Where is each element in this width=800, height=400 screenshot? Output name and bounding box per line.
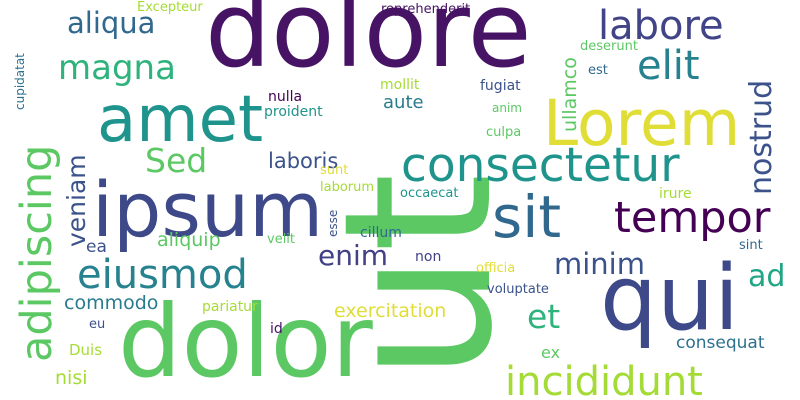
word-veniam: veniam [62, 154, 91, 247]
word-eiusmod: eiusmod [77, 252, 248, 298]
word-ad: ad [748, 259, 786, 294]
word-ex: ex [541, 343, 561, 362]
word-irure: irure [659, 186, 692, 202]
word-culpa: culpa [486, 125, 522, 140]
word-consequat: consequat [676, 333, 765, 353]
word-commodo: commodo [64, 292, 159, 314]
word-proident: proident [264, 104, 323, 120]
word-sit: sit [492, 183, 562, 251]
word-non: non [415, 249, 442, 265]
word-minim: minim [554, 247, 645, 281]
word-qui: qui [600, 246, 740, 351]
word-lorem: Lorem [543, 87, 741, 160]
word-adipiscing: adipiscing [12, 144, 62, 362]
word-pariatur: pariatur [202, 299, 258, 315]
word-sunt: sunt [320, 163, 349, 178]
word-sed: Sed [145, 141, 208, 180]
word-dolore: dolore [205, 0, 532, 91]
word-elit: elit [637, 43, 700, 89]
word-esse: esse [326, 209, 340, 237]
word-ea: ea [86, 237, 107, 257]
word-incididunt: incididunt [505, 359, 703, 400]
word-amet: amet [97, 83, 264, 157]
word-magna: magna [58, 48, 176, 88]
word-ullamco: ullamco [559, 57, 581, 132]
word-tempor: tempor [614, 193, 771, 243]
word-eu: eu [89, 317, 106, 332]
word-sint: sint [739, 238, 763, 253]
word-velit: velit [267, 232, 296, 247]
word-labore: labore [598, 3, 724, 49]
word-duis: Duis [69, 341, 103, 359]
word-voluptate: voluptate [487, 282, 549, 297]
word-excepteur: Excepteur [137, 0, 203, 15]
word-est: est [588, 63, 608, 78]
word-dolor: dolor [118, 283, 373, 400]
word-deserunt: deserunt [580, 39, 638, 54]
word-laborum: laborum [320, 180, 375, 195]
word-aute: aute [383, 92, 424, 113]
word-nulla: nulla [268, 89, 303, 105]
word-nisi: nisi [55, 367, 88, 389]
word-ipsum: ipsum [92, 165, 324, 254]
word-cupidatat: cupidatat [13, 53, 27, 110]
word-reprehenderit: reprehenderit [381, 2, 471, 17]
word-id: id [270, 321, 283, 337]
word-exercitation: exercitation [334, 300, 447, 322]
word-occaecat: occaecat [400, 186, 459, 201]
word-nostrud: nostrud [744, 79, 779, 195]
word-cillum: cillum [360, 225, 402, 241]
word-officia: officia [476, 261, 516, 276]
word-et: et [527, 297, 561, 336]
word-anim: anim [492, 101, 522, 115]
word-aliquip: aliquip [157, 229, 221, 251]
word-fugiat: fugiat [480, 78, 521, 94]
word-enim: enim [318, 239, 389, 272]
word-aliqua: aliqua [67, 6, 156, 40]
word-laboris: laboris [268, 149, 339, 173]
word-consectetur: consectetur [401, 138, 680, 193]
word-mollit: mollit [380, 77, 420, 93]
